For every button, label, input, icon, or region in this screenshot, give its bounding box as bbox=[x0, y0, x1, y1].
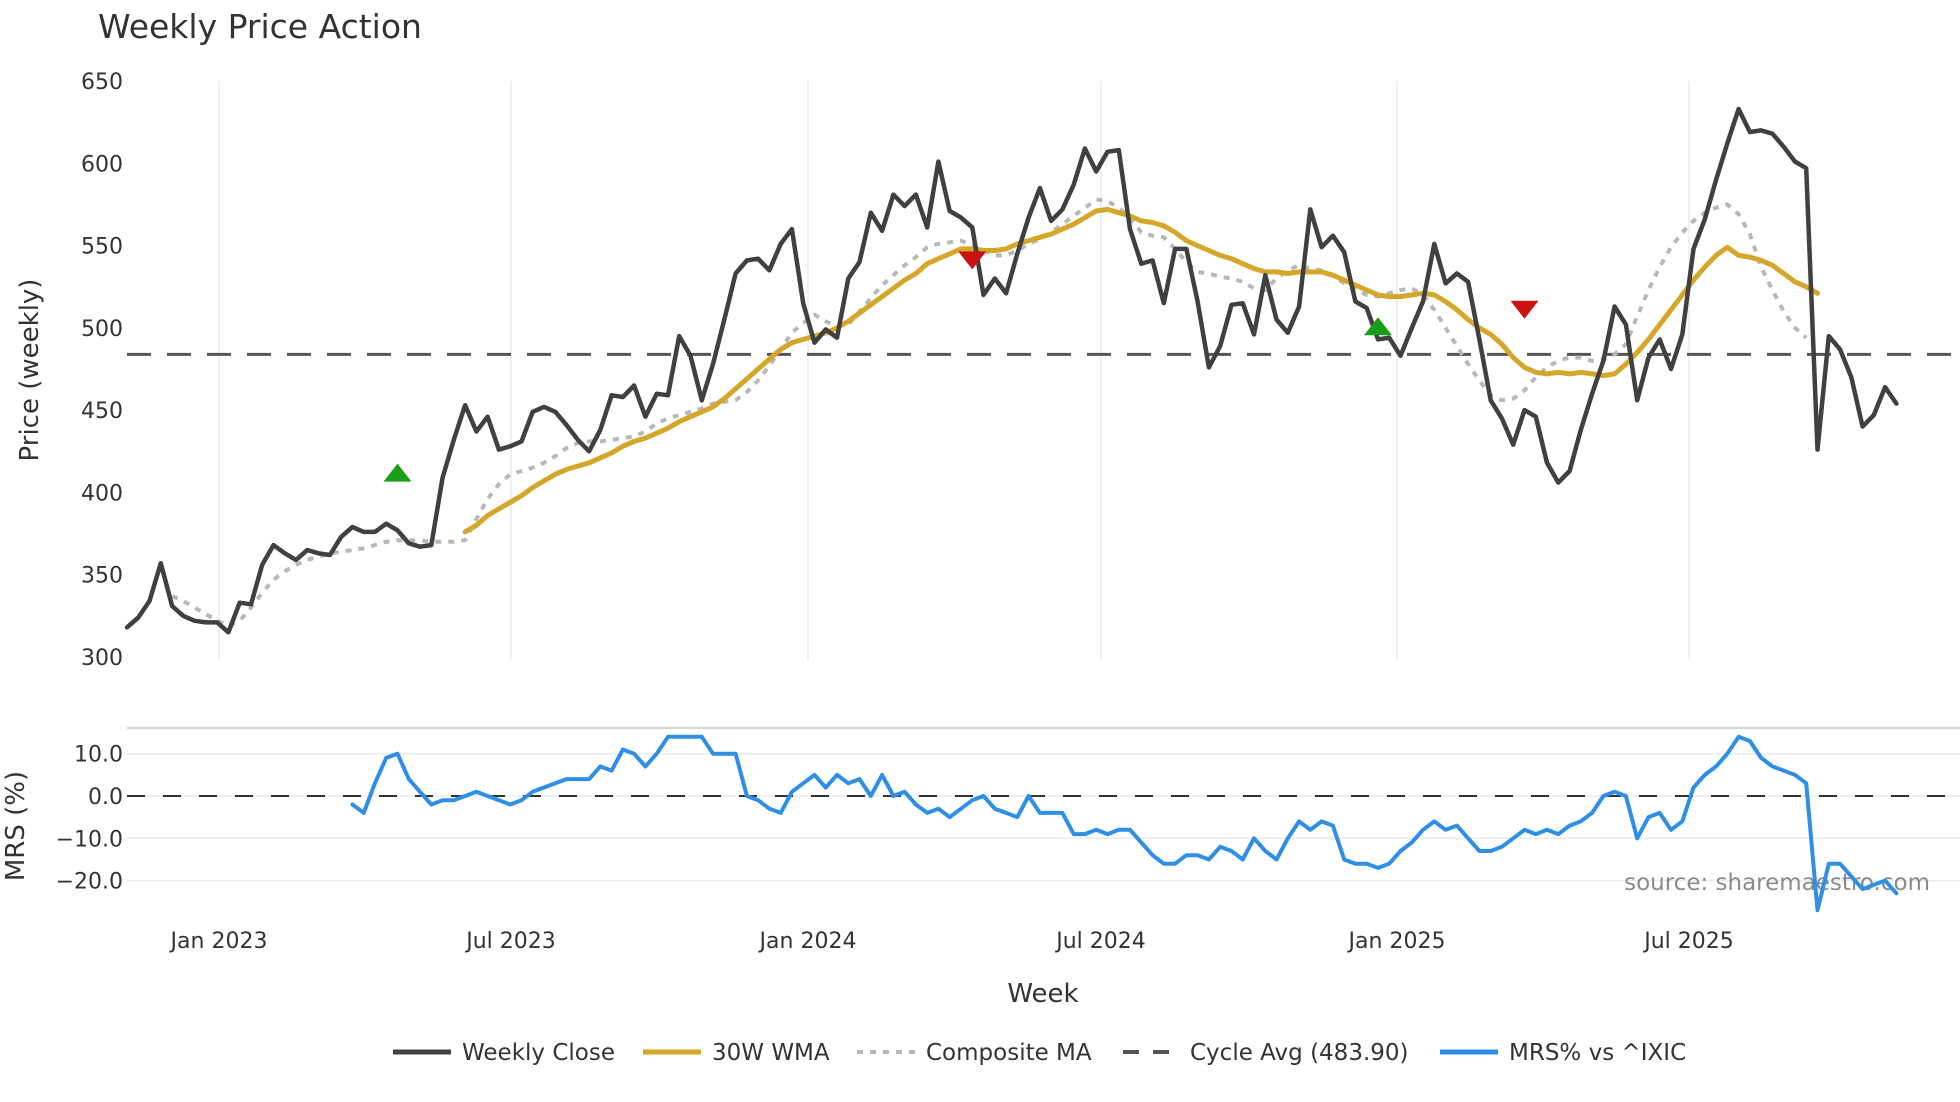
mrs-line bbox=[350, 734, 1899, 913]
x-tick-label: Jul 2025 bbox=[1642, 929, 1734, 954]
mrs-tick-label: 0.0 bbox=[88, 785, 123, 810]
legend-label: Composite MA bbox=[926, 1040, 1092, 1066]
legend-label: Cycle Avg (483.90) bbox=[1190, 1040, 1409, 1066]
main-panel-grid bbox=[218, 81, 1690, 660]
sell-signal-marker bbox=[1510, 300, 1539, 319]
legend-item: Cycle Avg (483.90) bbox=[1123, 1040, 1409, 1066]
mrs-tick-label: −10.0 bbox=[56, 827, 123, 852]
y-tick-label: 650 bbox=[81, 70, 123, 95]
x-axis-label: Week bbox=[1007, 979, 1078, 1009]
y-tick-label: 600 bbox=[81, 152, 123, 177]
y-tick-label: 350 bbox=[81, 564, 123, 589]
x-tick-label: Jan 2025 bbox=[1347, 929, 1446, 954]
date-axis-ticks: Jan 2023 Jul 2023 Jan 2024 Jul 2024 Jan 2025… bbox=[169, 929, 1734, 954]
legend-label: 30W WMA bbox=[712, 1040, 830, 1066]
chart-title: Weekly Price Action bbox=[98, 7, 422, 46]
composite-ma-line bbox=[171, 197, 1808, 628]
legend-item: Weekly Close bbox=[393, 1040, 615, 1066]
mrs-axis-label: MRS (%) bbox=[1, 771, 31, 881]
y-tick-label: 300 bbox=[81, 646, 123, 671]
price-series bbox=[124, 106, 1960, 635]
price-axis-ticks: 300 350 400 450 500 550 600 650 bbox=[81, 70, 123, 671]
buy-signal-marker bbox=[383, 463, 412, 482]
x-tick-label: Jul 2023 bbox=[464, 929, 556, 954]
mrs-tick-label: 10.0 bbox=[74, 743, 123, 768]
y-tick-label: 500 bbox=[81, 317, 123, 342]
wma-30w-line bbox=[462, 206, 1820, 535]
y-tick-label: 400 bbox=[81, 481, 123, 506]
mrs-panel-grid bbox=[127, 752, 1960, 882]
signal-markers bbox=[383, 251, 1539, 482]
mrs-tick-label: −20.0 bbox=[56, 870, 123, 895]
y-tick-label: 450 bbox=[81, 399, 123, 424]
legend-label: Weekly Close bbox=[462, 1040, 615, 1066]
legend: Weekly Close 30W WMA Composite MA Cycle Avg… bbox=[393, 1040, 1686, 1066]
legend-label: MRS% vs ^IXIC bbox=[1509, 1040, 1686, 1066]
sell-signal-marker bbox=[958, 251, 987, 270]
y-tick-label: 550 bbox=[81, 235, 123, 260]
x-tick-label: Jul 2024 bbox=[1054, 929, 1146, 954]
price-axis-label: Price (weekly) bbox=[15, 279, 45, 462]
legend-item: Composite MA bbox=[857, 1040, 1092, 1066]
mrs-series bbox=[350, 734, 1899, 913]
weekly-close-line bbox=[124, 106, 1899, 635]
legend-item: 30W WMA bbox=[643, 1040, 830, 1066]
x-tick-label: Jan 2023 bbox=[169, 929, 268, 954]
legend-item: MRS% vs ^IXIC bbox=[1440, 1040, 1686, 1066]
mrs-axis-ticks: 10.0 0.0 −10.0 −20.0 bbox=[56, 743, 123, 895]
buy-signal-marker bbox=[1363, 317, 1392, 336]
x-tick-label: Jan 2024 bbox=[758, 929, 857, 954]
